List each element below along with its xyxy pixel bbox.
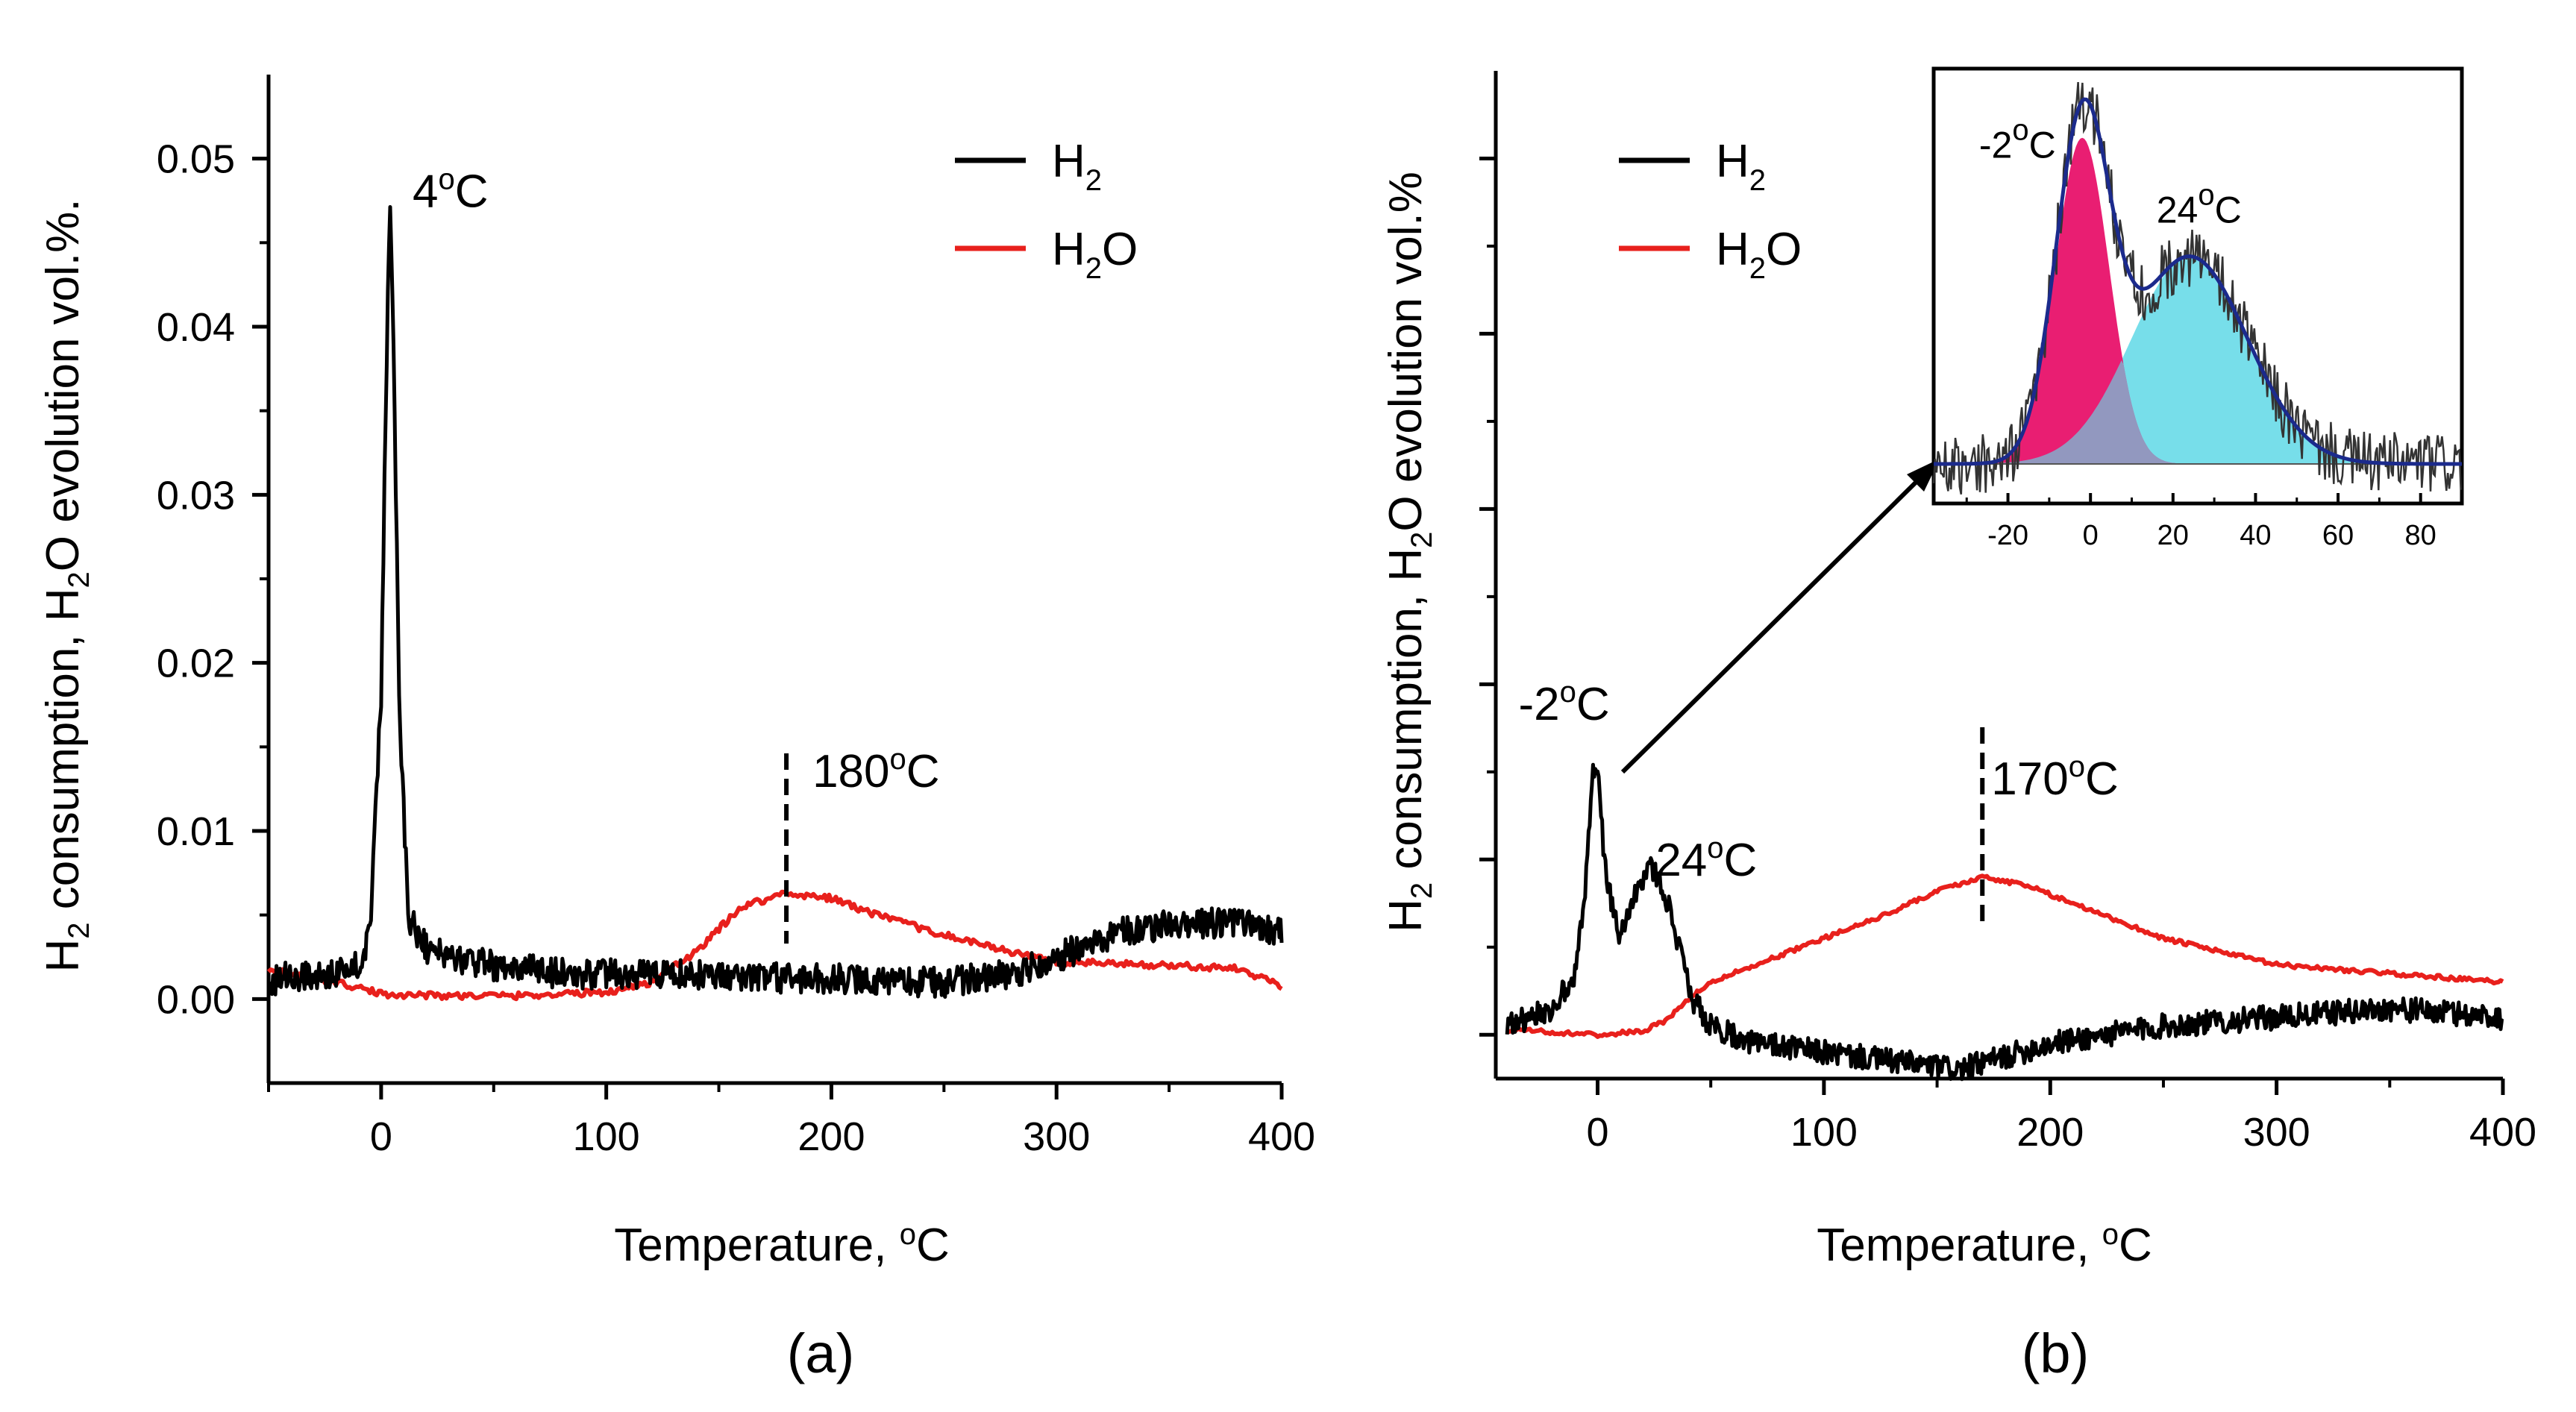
inset-fit-line (1934, 97, 2462, 466)
inset-x-tick-label: 80 (2405, 520, 2436, 551)
panel-b-inset: -20 0 20 40 60 80 -2oC 24oC (1931, 66, 2464, 551)
panel-a-x-axis: 0 100 200 300 400 (267, 1081, 1315, 1159)
panel-a-annotations: 4oC 180oC (413, 163, 940, 944)
x-tick-label: 200 (797, 1114, 865, 1159)
y-tick-label: 0.02 (157, 641, 235, 686)
annotation-peak-180c: 180oC (812, 743, 939, 797)
series-line-h2o (266, 889, 1283, 1002)
x-tick-label: 0 (370, 1114, 392, 1159)
y-tick-label: 0.05 (157, 137, 235, 182)
legend-label-h2: H2 (1052, 136, 1102, 197)
panel-b-label: (b) (2022, 1322, 2089, 1384)
inset-data-line (1932, 82, 2462, 495)
y-tick-label: 0.03 (157, 473, 235, 518)
y-tick-label: 0.04 (157, 305, 235, 350)
x-tick-label: 300 (1023, 1114, 1090, 1159)
x-tick-label: 100 (1790, 1110, 1858, 1155)
inset-x-tick-label: 60 (2322, 520, 2354, 551)
series-line-h2 (1505, 762, 2504, 1082)
inset-annotation-24c: 24oC (2157, 179, 2242, 231)
panel-a-series (266, 205, 1284, 1002)
annotation-peak-170c: 170oC (1991, 750, 2118, 805)
x-tick-label: 100 (573, 1114, 640, 1159)
panel-b-y-label: H2 consumption, H2O evolution vol.% (1380, 172, 1438, 932)
x-tick-label: 400 (1248, 1114, 1315, 1159)
inset-peak-fill-minus2c (1934, 137, 2462, 465)
x-tick-label: 0 (1586, 1110, 1608, 1155)
panel-a-label: (a) (787, 1322, 854, 1384)
series-line-h2o (1506, 873, 2504, 1039)
panel-b-y-axis (1479, 71, 1498, 1079)
series-line-h2 (266, 205, 1284, 999)
legend-label-h2o: H2O (1052, 224, 1138, 285)
inset-peak-fill-24c (1934, 256, 2462, 464)
inset-pointer-arrowhead (1907, 459, 1940, 492)
panel-a-y-axis: 0.00 0.01 0.02 0.03 0.04 0.05 (157, 75, 271, 1083)
inset-pointer-arrow (1620, 464, 1934, 774)
inset-annotation-minus2c: -2oC (1979, 113, 2056, 166)
panel-b-x-axis: 0 100 200 300 400 (1496, 1076, 2536, 1155)
x-tick-label: 300 (2243, 1110, 2310, 1155)
y-tick-label: 0.00 (157, 977, 235, 1022)
x-tick-label: 400 (2469, 1110, 2536, 1155)
panel-a: 0.00 0.01 0.02 0.03 0.04 0.05 0 100 200 300 400 4… (37, 75, 1315, 1384)
inset-x-tick-label: 0 (2083, 520, 2099, 551)
panel-b-x-label: Temperature, oC (1817, 1218, 2152, 1271)
inset-x-tick-label: -20 (1987, 520, 2028, 551)
panel-b-annotations: -2oC 24oC 170oC (1518, 676, 2119, 925)
annotation-peak-24c: 24oC (1655, 832, 1757, 886)
annotation-peak-minus2c: -2oC (1518, 676, 1609, 730)
panel-b-series (1505, 762, 2504, 1082)
y-tick-label: 0.01 (157, 809, 235, 854)
legend-label-h2: H2 (1716, 136, 1766, 197)
panel-a-x-label: Temperature, oC (614, 1218, 950, 1271)
inset-x-tick-label: 40 (2240, 520, 2271, 551)
annotation-peak-4c: 4oC (413, 163, 489, 218)
panel-a-y-label: H2 consumption, H2O evolution vol.%. (37, 199, 95, 973)
x-tick-label: 200 (2016, 1110, 2084, 1155)
legend-label-h2o: H2O (1716, 224, 1802, 285)
inset-x-tick-label: 20 (2157, 520, 2189, 551)
